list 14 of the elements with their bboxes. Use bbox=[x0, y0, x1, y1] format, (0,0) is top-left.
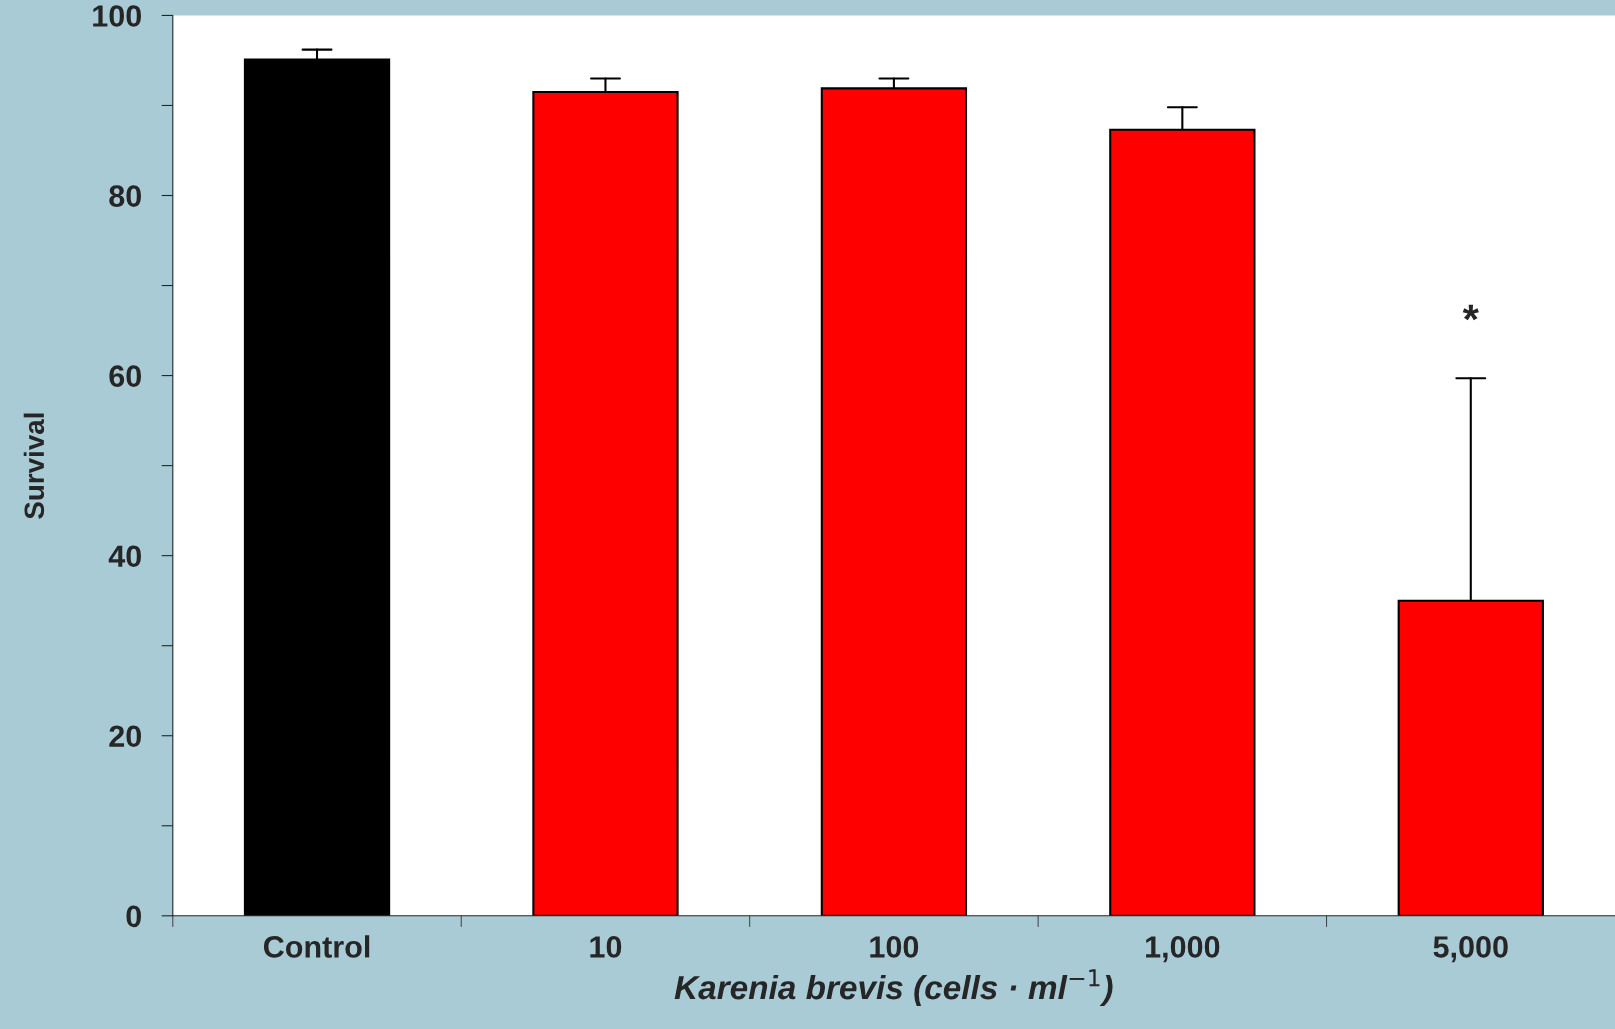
x-tick-label: 100 bbox=[870, 936, 919, 958]
x-axis-title: Karenia brevis (cells · ml$^{−1}$) bbox=[674, 969, 1113, 1006]
y-tick-label: 80 bbox=[109, 185, 141, 207]
y-tick-label: 100 bbox=[93, 5, 141, 27]
x-tick-label: 5,000 bbox=[1433, 936, 1508, 963]
x-tick-label: 1,000 bbox=[1146, 936, 1220, 963]
y-tick-label: 60 bbox=[109, 365, 141, 387]
y-tick-label: 40 bbox=[108, 545, 141, 568]
x-tick-label: 10 bbox=[590, 936, 622, 958]
annotation: * bbox=[1462, 304, 1479, 321]
x-tick-label: Control bbox=[263, 935, 370, 958]
y-tick-label: 20 bbox=[109, 725, 141, 748]
y-axis-title: Survival bbox=[23, 413, 45, 519]
y-tick-label: 0 bbox=[126, 905, 141, 928]
